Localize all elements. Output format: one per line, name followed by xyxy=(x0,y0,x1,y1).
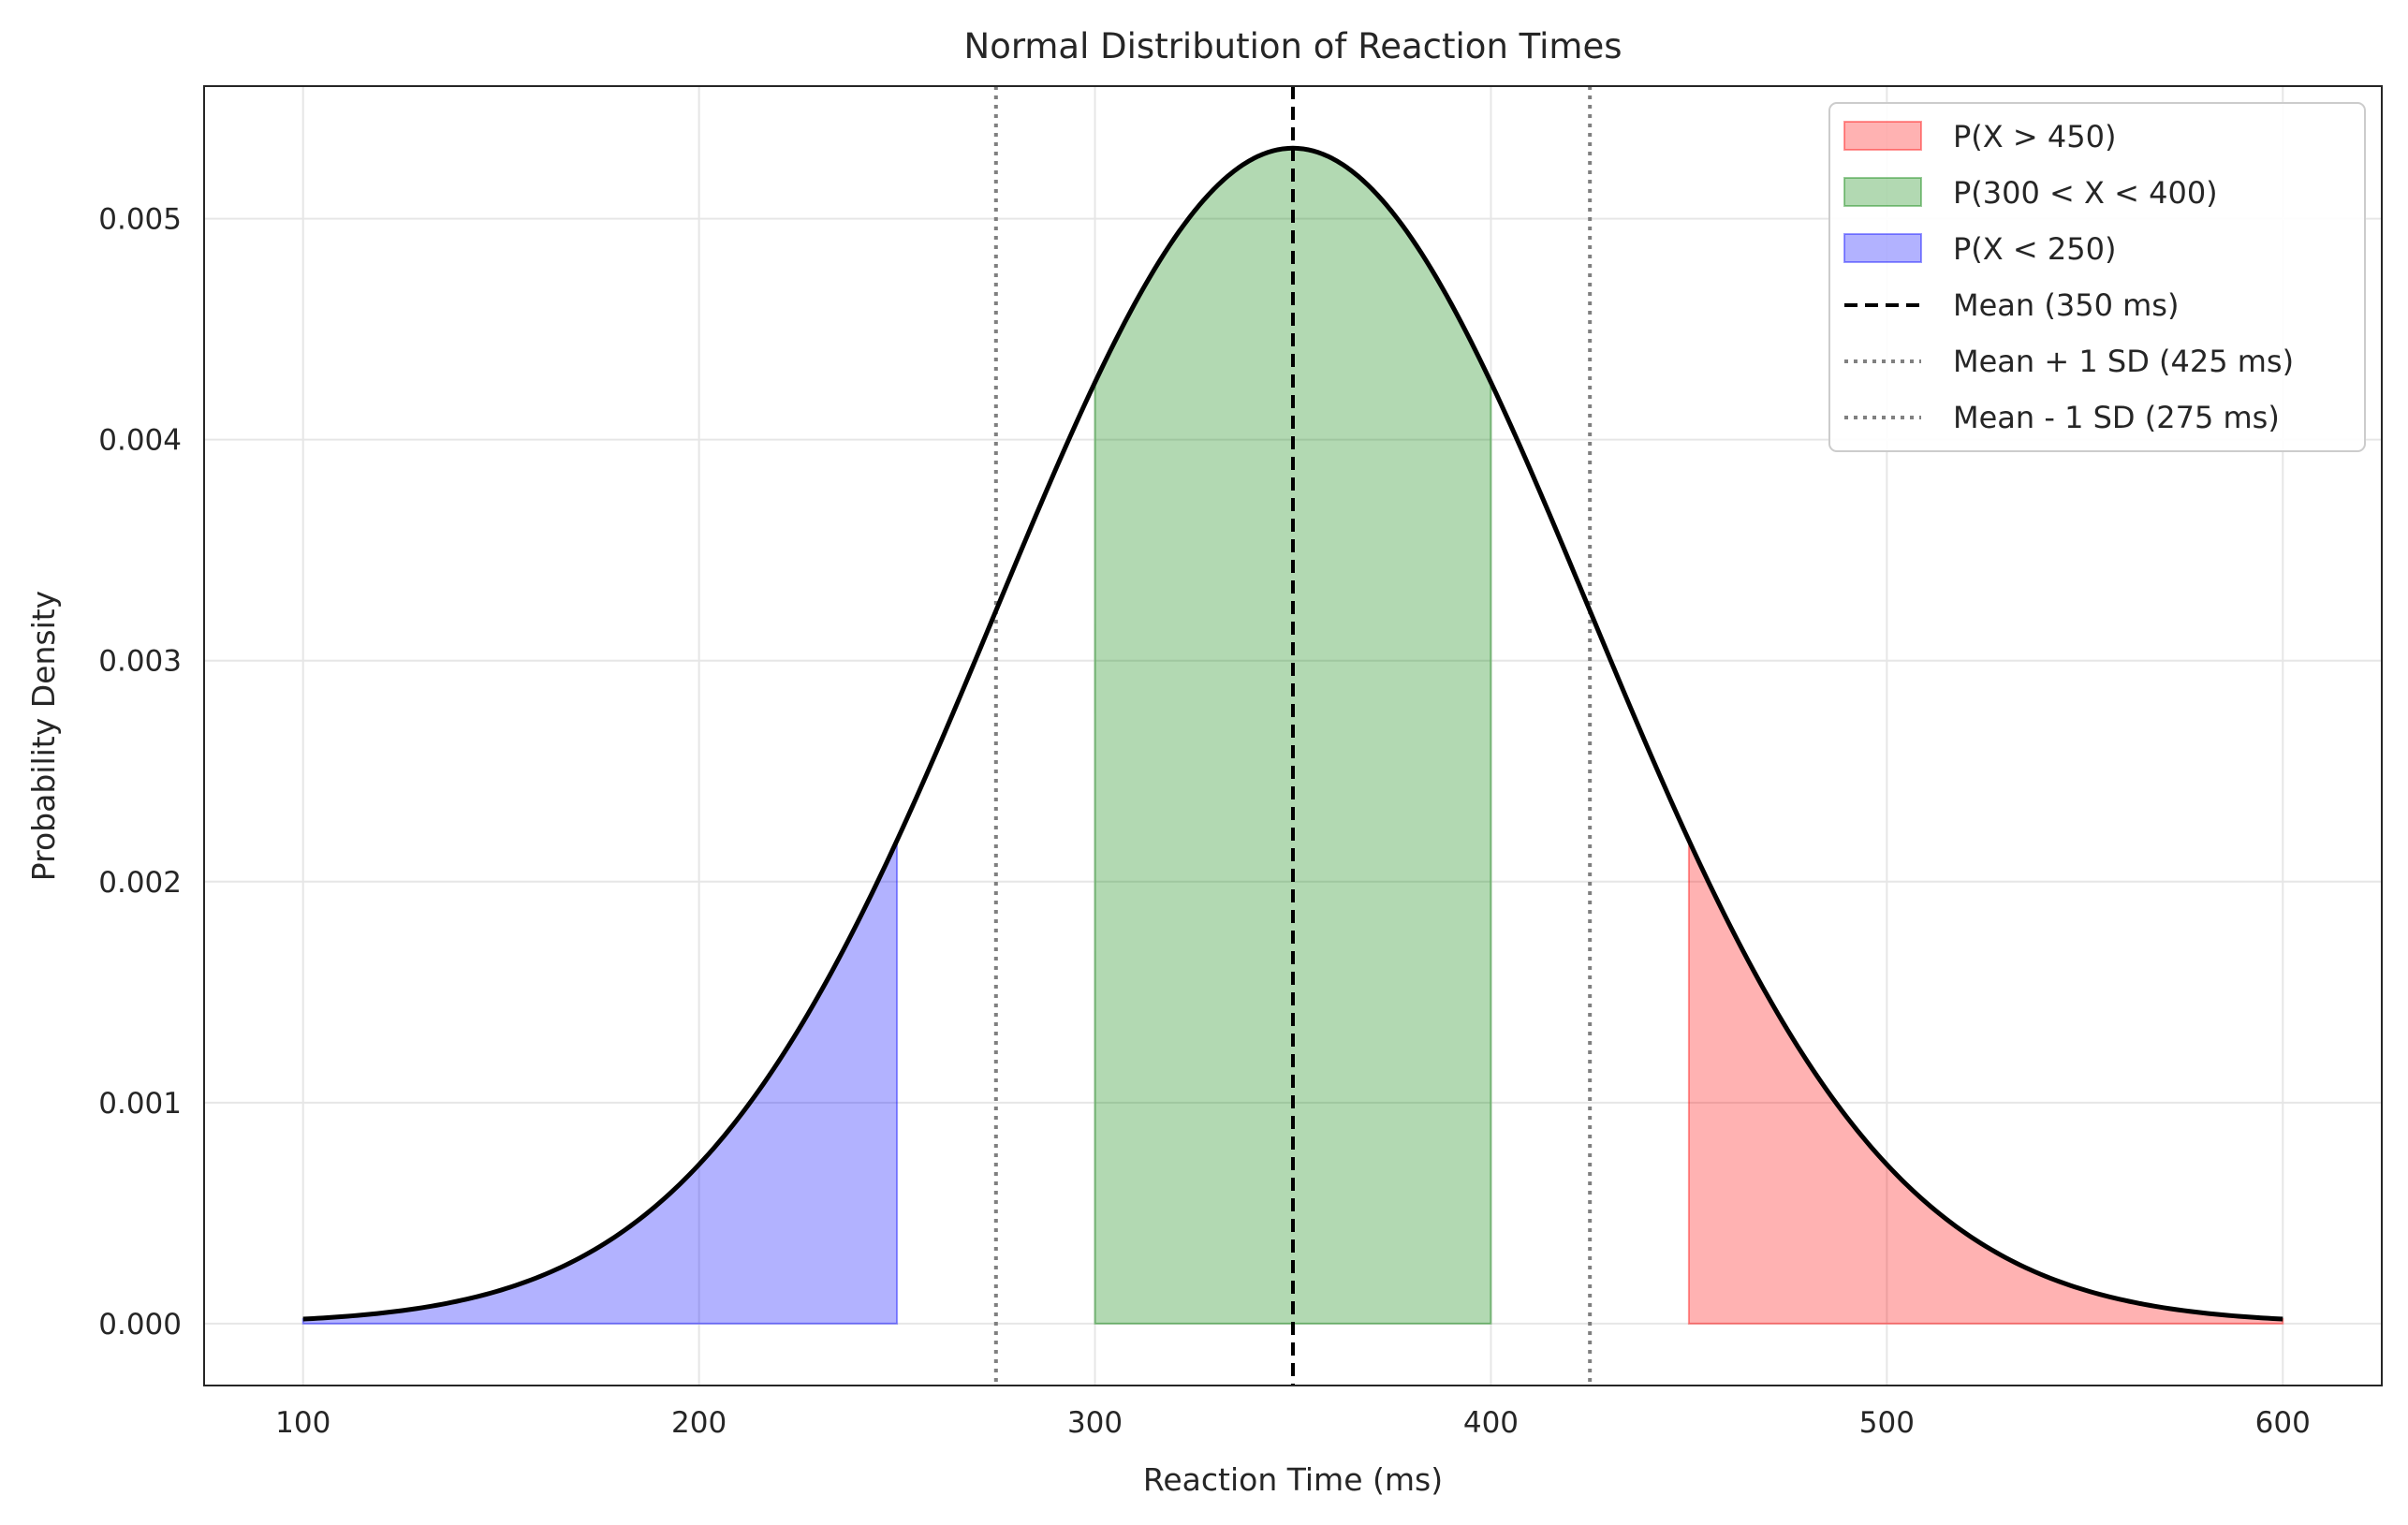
y-tick-label: 0.004 xyxy=(98,424,182,458)
x-tick-label: 100 xyxy=(275,1406,330,1440)
x-tick-label: 500 xyxy=(1859,1406,1915,1440)
x-axis-label: Reaction Time (ms) xyxy=(1143,1461,1443,1498)
legend-label: Mean (350 ms) xyxy=(1953,287,2179,323)
y-tick-label: 0.000 xyxy=(98,1308,182,1342)
legend-label: Mean - 1 SD (275 ms) xyxy=(1953,400,2280,435)
curve xyxy=(302,145,2283,1322)
legend-label: P(X > 450) xyxy=(1953,119,2116,154)
y-tick-label: 0.002 xyxy=(98,866,182,900)
x-tick-label: 200 xyxy=(671,1406,727,1440)
legend-label: P(X < 250) xyxy=(1953,231,2116,267)
y-tick-label: 0.005 xyxy=(98,203,182,237)
y-tick-label: 0.001 xyxy=(98,1087,182,1121)
x-tick-label: 300 xyxy=(1067,1406,1123,1440)
legend-swatch xyxy=(1843,177,1922,207)
pdf-curve xyxy=(302,145,2283,1322)
y-axis-ticks: 0.000 0.001 0.002 0.003 0.004 0.005 xyxy=(98,203,182,1342)
legend: P(X > 450) P(300 < X < 400) P(X < 250) Mean… xyxy=(1828,102,2366,452)
y-axis-label: Probability Density xyxy=(25,591,62,881)
legend-label: P(300 < X < 400) xyxy=(1953,175,2218,211)
x-axis-ticks: 100 200 300 400 500 600 xyxy=(275,1406,2311,1440)
axes-frame xyxy=(203,85,2383,1386)
reference-lines xyxy=(993,86,1593,1386)
x-tick-label: 400 xyxy=(1463,1406,1519,1440)
chart-title: Normal Distribution of Reaction Times xyxy=(964,26,1622,66)
legend-box xyxy=(1828,102,2366,452)
legend-label: Mean + 1 SD (425 ms) xyxy=(1953,344,2294,379)
y-tick-label: 0.003 xyxy=(98,645,182,679)
legend-swatch xyxy=(1843,121,1922,151)
x-tick-label: 600 xyxy=(2255,1406,2311,1440)
legend-swatch xyxy=(1843,233,1922,263)
